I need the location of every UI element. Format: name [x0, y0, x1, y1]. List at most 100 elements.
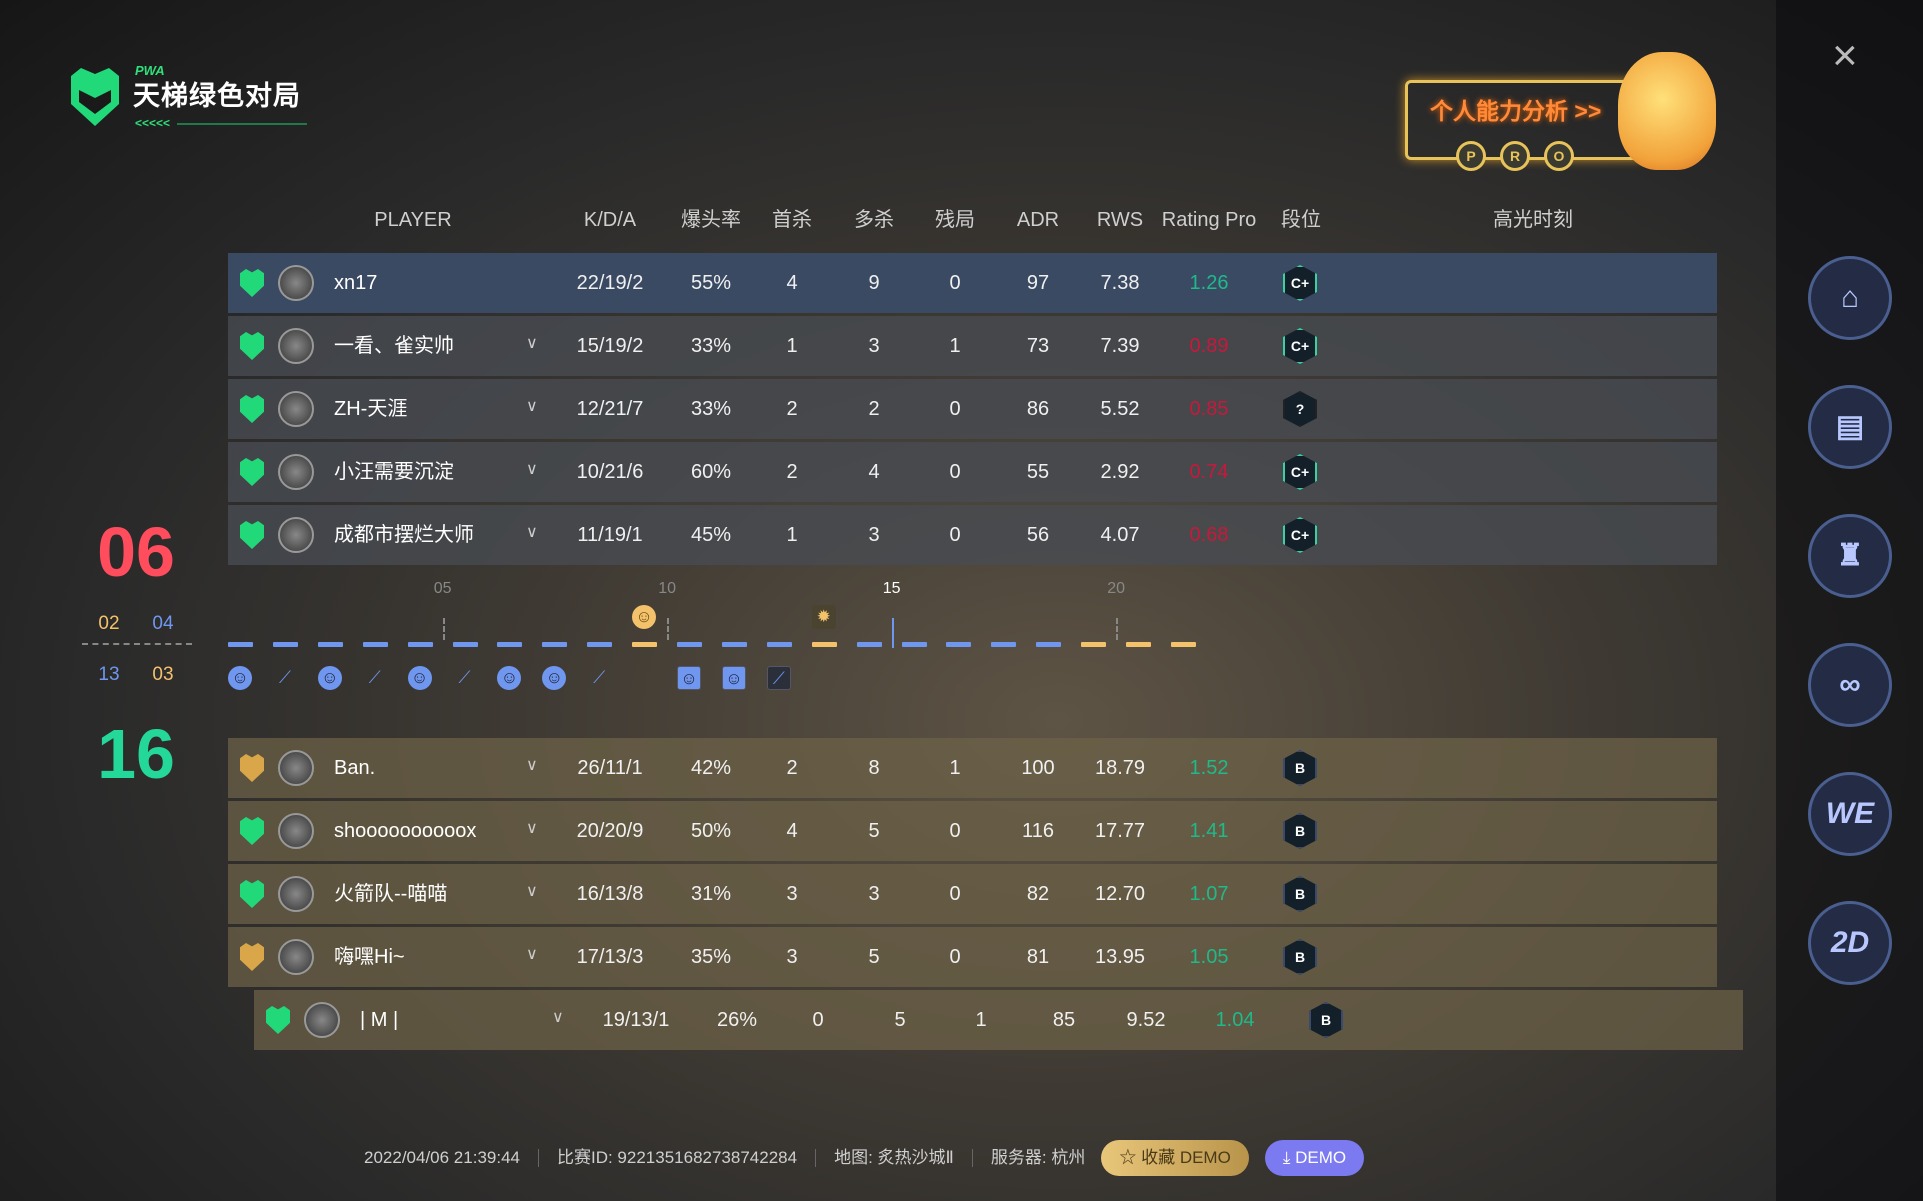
sidebar-we-button[interactable]: WE [1808, 772, 1892, 856]
round-marker[interactable] [452, 642, 478, 647]
sidebar-2d-button[interactable]: 2D [1808, 901, 1892, 985]
avatar[interactable] [278, 750, 314, 786]
pro-analysis-banner[interactable]: 个人能力分析 >> P R O [1405, 80, 1645, 171]
round-marker[interactable] [497, 642, 523, 647]
map-name: 地图: 炙热沙城Ⅱ [834, 1148, 954, 1167]
round-marker[interactable] [1036, 642, 1062, 647]
shield-icon [240, 943, 264, 971]
avatar[interactable] [278, 454, 314, 490]
column-header-rank: 段位 [1281, 209, 1321, 231]
player-name[interactable]: | M | [360, 1009, 399, 1031]
column-header-rws: RWS [1096, 209, 1144, 231]
round-tick-line [1116, 618, 1119, 640]
player-name[interactable]: Ban. [334, 757, 376, 779]
stat-cl: 1 [949, 335, 961, 357]
player-row[interactable]: Ban. ∨ 26/11/1 42% 2 8 1 100 18.79 1.52 B [228, 738, 1717, 798]
elimination-icon: ☺ [407, 666, 432, 690]
round-tick-label: 05 [433, 580, 452, 597]
stat-kda: 11/19/1 [577, 524, 643, 546]
stat-mk: 3 [868, 524, 880, 546]
stat-hs: 50% [690, 820, 732, 842]
round-marker[interactable] [946, 642, 972, 647]
stat-rating: 0.85 [1189, 398, 1229, 420]
round-tick-label: 10 [658, 580, 676, 597]
round-marker[interactable] [811, 642, 837, 647]
player-name[interactable]: 火箭队--喵喵 [334, 883, 448, 905]
player-row[interactable]: 火箭队--喵喵 ∨ 16/13/8 31% 3 3 0 82 12.70 1.07 B [228, 864, 1717, 924]
round-marker[interactable] [991, 642, 1017, 647]
chevron-down-icon[interactable]: ∨ [526, 820, 538, 837]
download-demo-button[interactable]: ⤓ DEMO [1264, 1140, 1365, 1176]
sidebar-map-route-button[interactable]: ∞ [1808, 643, 1892, 727]
stat-cl: 0 [949, 946, 961, 968]
close-icon[interactable]: × [1832, 31, 1858, 80]
round-marker[interactable] [721, 642, 747, 647]
avatar[interactable] [278, 813, 314, 849]
round-marker[interactable] [587, 642, 613, 647]
round-marker[interactable] [542, 642, 568, 647]
avatar[interactable] [278, 876, 314, 912]
round-marker[interactable] [632, 642, 658, 647]
round-marker[interactable] [856, 642, 882, 647]
player-name[interactable]: 嗨嘿Hi~ [334, 946, 405, 968]
player-name[interactable]: xn17 [334, 272, 378, 294]
player-row[interactable]: 成都市摆烂大师 ∨ 11/19/1 45% 1 3 0 56 4.07 0.68 C+ [228, 505, 1717, 565]
avatar[interactable] [278, 328, 314, 364]
avatar[interactable] [304, 1002, 340, 1038]
round-marker[interactable] [228, 642, 253, 647]
round-marker[interactable] [1081, 642, 1107, 647]
round-marker[interactable] [766, 642, 792, 647]
round-marker[interactable] [407, 642, 433, 647]
round-marker[interactable] [317, 642, 343, 647]
player-row[interactable]: shoooooooooox ∨ 20/20/9 50% 4 5 0 116 17.77 1.41 B [228, 801, 1717, 861]
sidebar-spray-button[interactable]: ♜ [1808, 514, 1892, 598]
player-row[interactable]: 嗨嘿Hi~ ∨ 17/13/3 35% 3 5 0 81 13.95 1.05 B [228, 927, 1717, 987]
avatar[interactable] [278, 939, 314, 975]
stat-adr: 85 [1052, 1009, 1076, 1031]
avatar[interactable] [278, 517, 314, 553]
round-marker[interactable] [1170, 642, 1196, 647]
player-name[interactable]: ZH-天涯 [334, 398, 408, 420]
stat-rws: 12.70 [1094, 883, 1146, 905]
avatar[interactable] [278, 391, 314, 427]
player-row[interactable]: xn17 22/19/2 55% 4 9 0 97 7.38 1.26 C+ [228, 253, 1717, 313]
stat-adr: 116 [1022, 820, 1054, 842]
shield-icon [240, 521, 264, 549]
chevron-down-icon[interactable]: ∨ [526, 461, 538, 478]
avatar[interactable] [278, 265, 314, 301]
round-marker[interactable] [362, 642, 388, 647]
2d-icon: 2D [1830, 926, 1870, 959]
team1-score: 06 [97, 513, 175, 591]
chevron-down-icon[interactable]: ∨ [526, 524, 538, 541]
round-marker[interactable] [677, 642, 702, 647]
spray-icon: ♜ [1836, 539, 1864, 572]
round-marker[interactable] [1126, 642, 1151, 647]
shield-icon [240, 817, 264, 845]
player-row[interactable]: 一看、雀实帅 ∨ 15/19/2 33% 1 3 1 73 7.39 0.89 C+ [228, 316, 1717, 376]
player-row[interactable]: ZH-天涯 ∨ 12/21/7 33% 2 2 0 86 5.52 0.85? [228, 379, 1717, 439]
stat-mk: 8 [868, 757, 880, 779]
chevron-down-icon[interactable]: ∨ [526, 883, 538, 900]
player-name[interactable]: 一看、雀实帅 [334, 335, 454, 357]
sidebar-home-button[interactable]: ⌂ [1808, 256, 1892, 340]
chevron-down-icon[interactable]: ∨ [526, 946, 538, 963]
favorite-demo-button[interactable]: ☆ 收藏 DEMO [1101, 1140, 1249, 1176]
stat-cl: 0 [949, 272, 961, 294]
round-marker[interactable] [272, 642, 298, 647]
round-marker[interactable] [901, 642, 927, 647]
chevron-down-icon[interactable]: ∨ [526, 398, 538, 415]
chevron-down-icon[interactable]: ∨ [526, 757, 538, 774]
elimination-icon: ☺ [677, 666, 701, 690]
player-row[interactable]: | M | ∨ 19/13/1 26% 0 5 1 85 9.52 1.04 B [254, 990, 1743, 1050]
shield-logo-icon [71, 68, 119, 126]
player-row[interactable]: 小汪需要沉淀 ∨ 10/21/6 60% 2 4 0 55 2.92 0.74 C+ [228, 442, 1717, 502]
player-name[interactable]: 小汪需要沉淀 [334, 461, 454, 483]
player-name[interactable]: shoooooooooox [334, 820, 477, 842]
player-name[interactable]: 成都市摆烂大师 [334, 524, 474, 546]
chevron-down-icon[interactable]: ∨ [526, 335, 538, 352]
round-tick-line [891, 618, 894, 648]
sidebar-clipboard-button[interactable]: ▤ [1808, 385, 1892, 469]
stat-cl: 1 [949, 757, 961, 779]
chevron-down-icon[interactable]: ∨ [552, 1009, 564, 1026]
stat-hs: 26% [716, 1009, 758, 1031]
